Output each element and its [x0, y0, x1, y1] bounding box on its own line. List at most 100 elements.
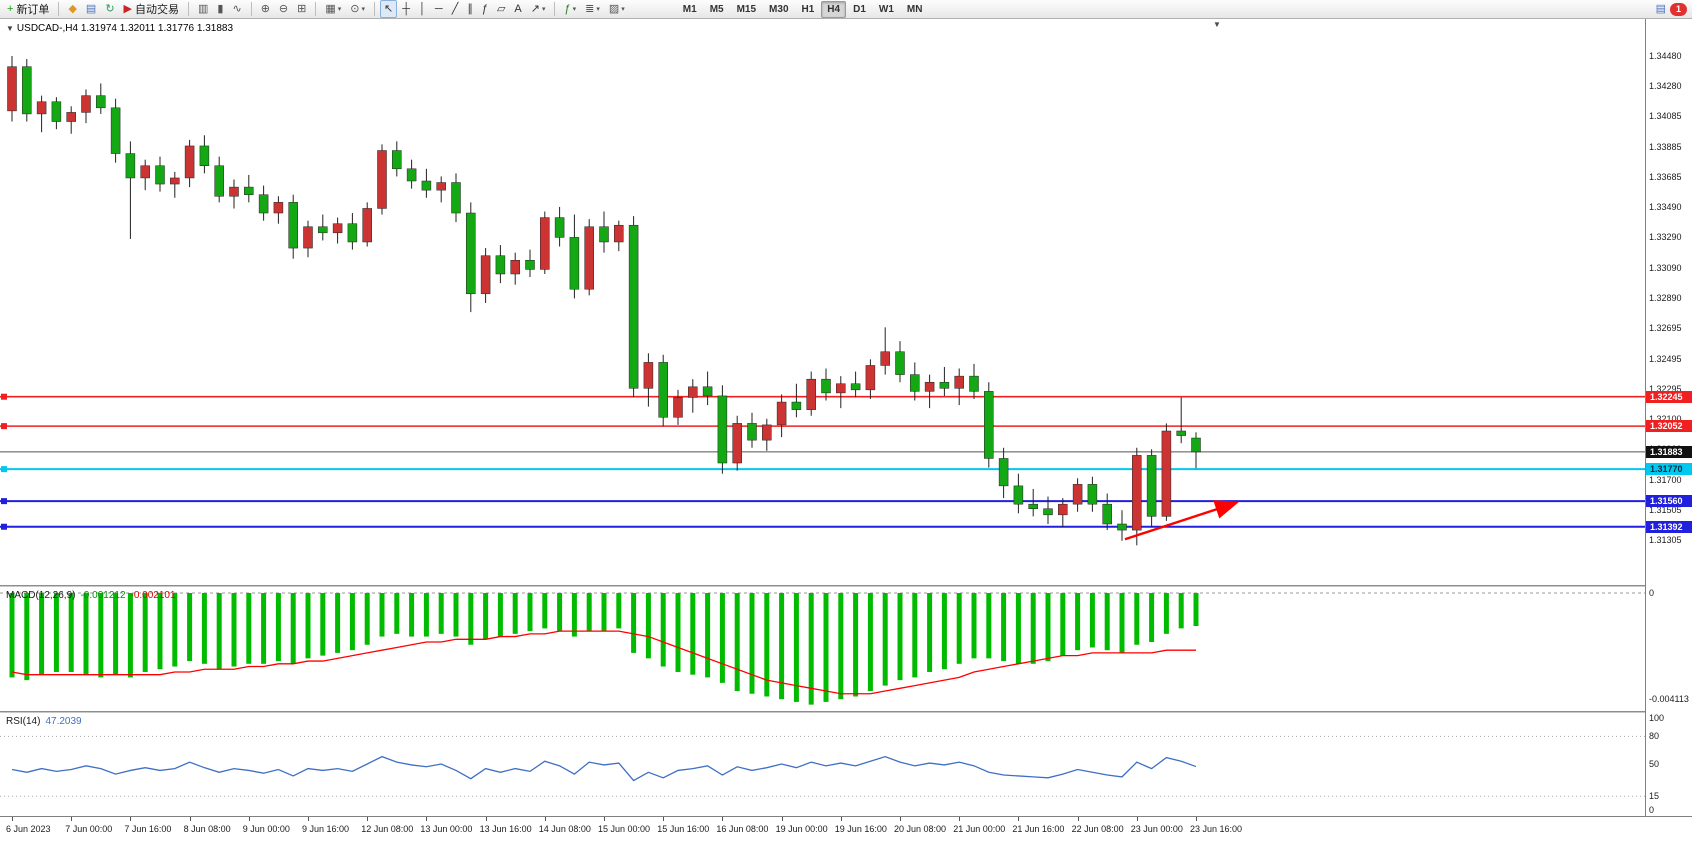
- main-chart-panel[interactable]: ▼ USDCAD-,H4 1.31974 1.32011 1.31776 1.31…: [0, 19, 1645, 585]
- auto-trading-icon: ▶: [123, 2, 132, 15]
- price-axis-label: 1.34085: [1649, 111, 1682, 122]
- candle-bull: [66, 112, 76, 122]
- cursor-tool-button[interactable]: ↖: [380, 0, 398, 18]
- macd-bar: [127, 593, 133, 678]
- price-axis[interactable]: 1.34480 1.34280 1.34085 1.33885 1.33685 1.334…: [1645, 19, 1692, 816]
- timeframe-m1-button[interactable]: M1: [682, 3, 697, 15]
- timeframe-m30-button[interactable]: M30: [769, 3, 789, 15]
- new-chart-button[interactable]: ▦ ▾: [321, 0, 345, 18]
- time-axis-label: 7 Jun 16:00: [124, 824, 172, 834]
- periods-button[interactable]: ≣ ▾: [581, 0, 604, 18]
- macd-bar: [631, 593, 637, 653]
- candle-bear: [895, 351, 905, 375]
- text-tool-button[interactable]: A: [510, 0, 525, 18]
- timeframe-w1-button[interactable]: W1: [878, 3, 894, 15]
- candle-bull: [1058, 503, 1068, 516]
- arrow-tool-button[interactable]: ↗ ▾: [527, 0, 550, 18]
- support-line-cyan-handle[interactable]: [1, 466, 7, 473]
- zoom-out-button[interactable]: ⊖: [275, 0, 292, 18]
- macd-bar: [483, 593, 489, 640]
- notification-badge[interactable]: 1: [1670, 2, 1687, 16]
- macd-bar: [867, 593, 873, 692]
- macd-bar: [1089, 593, 1095, 648]
- macd-bar: [1045, 593, 1051, 662]
- rsi-indicator-panel[interactable]: RSI(14) 47.2039: [0, 713, 1645, 816]
- support-line-blue-2-handle[interactable]: [1, 523, 7, 530]
- candle-bull: [673, 397, 683, 418]
- price-axis-label: 1.33885: [1649, 141, 1682, 152]
- profiles-button[interactable]: ⊙ ▾: [346, 0, 369, 18]
- candle-bear: [214, 165, 224, 197]
- vertical-line-tool-button[interactable]: │: [415, 0, 430, 18]
- shapes-tool-button[interactable]: ▱: [493, 0, 509, 18]
- new-order-icon: +: [7, 2, 14, 15]
- timeframe-m15-button[interactable]: M15: [736, 3, 757, 15]
- channel-tool-button[interactable]: ∥: [463, 0, 477, 18]
- market-watch-button[interactable]: ▤: [82, 0, 100, 18]
- zoom-in-button[interactable]: ⊕: [257, 0, 274, 18]
- candle-bear: [791, 401, 802, 410]
- fibonacci-tool-button[interactable]: ƒ: [478, 0, 492, 18]
- macd-bar: [468, 593, 474, 645]
- timeframe-d1-button[interactable]: D1: [853, 3, 866, 15]
- line-chart-mode-button[interactable]: ∿: [228, 0, 245, 18]
- time-tick: [722, 817, 724, 821]
- macd-bar: [601, 593, 607, 632]
- time-tick: [367, 817, 369, 821]
- mailbox-icon[interactable]: ▤: [1655, 2, 1666, 15]
- price-axis-label: 1.32890: [1649, 293, 1682, 304]
- support-line-blue-1-handle[interactable]: [1, 498, 7, 505]
- time-axis[interactable]: 6 Jun 2023 7 Jun 00:00 7 Jun 16:00 8 Jun 08…: [0, 816, 1692, 841]
- macd-indicator-panel[interactable]: MACD(12,26,9) -0.001212 -0.002101: [0, 587, 1645, 711]
- crosshair-tool-button[interactable]: ┼: [398, 0, 414, 18]
- indicators-button[interactable]: ƒ ▾: [560, 0, 580, 18]
- tile-windows-button[interactable]: ⊞: [293, 0, 310, 18]
- timeframe-h4-button[interactable]: H4: [821, 0, 847, 18]
- price-axis-label: 1.34280: [1649, 81, 1682, 92]
- macd-canvas[interactable]: [0, 587, 1645, 711]
- rsi-canvas[interactable]: [0, 713, 1645, 816]
- macd-bar: [261, 593, 267, 664]
- macd-bar: [557, 593, 563, 632]
- candle-bear: [451, 182, 461, 214]
- panel-splitter-macd[interactable]: [0, 585, 1692, 587]
- macd-bar: [453, 593, 459, 637]
- toolbar-buttons: + 新订单 ◆ ▤ ↻ ▶ 自动交易 ▥ ▮ ∿ ⊕ ⊖ ⊞ ▦ ▾ ⊙ ▾ ↖ ┼ │ ─ ╱ ∥ ƒ ▱ A ↗ ▾ ƒ ▾ ≣ ▾ ▨ ▾: [3, 0, 629, 18]
- bar-chart-mode-icon: ▥: [198, 2, 209, 15]
- trendline-tool-button[interactable]: ╱: [448, 0, 463, 18]
- resistance-line-1-handle[interactable]: [1, 393, 7, 400]
- macd-bar: [9, 593, 15, 678]
- toolbar-separator: [58, 2, 60, 16]
- charts-profile-button[interactable]: ◆: [64, 0, 80, 18]
- refresh-button[interactable]: ↻: [101, 0, 118, 18]
- candle-chart-mode-button[interactable]: ▮: [213, 0, 227, 18]
- timeframe-mn-button[interactable]: MN: [906, 3, 923, 15]
- new-order-button[interactable]: + 新订单: [3, 0, 53, 18]
- resistance-line-2-handle[interactable]: [1, 423, 7, 430]
- chart-shift-marker-icon[interactable]: ▼: [1213, 20, 1221, 29]
- candle-bear: [96, 95, 106, 109]
- horizontal-line-tool-button[interactable]: ─: [431, 0, 447, 18]
- macd-bar: [956, 593, 962, 664]
- macd-bar: [409, 593, 415, 637]
- macd-bar: [705, 593, 711, 678]
- panel-splitter-rsi[interactable]: [0, 711, 1692, 713]
- candlestick-canvas[interactable]: [0, 19, 1645, 585]
- templates-button[interactable]: ▨ ▾: [605, 0, 629, 18]
- time-tick: [189, 817, 191, 821]
- fibonacci-tool-icon: ƒ: [481, 2, 488, 15]
- candle-bull: [880, 351, 890, 366]
- bar-chart-mode-button[interactable]: ▥: [194, 0, 212, 18]
- macd-bar: [275, 593, 281, 662]
- macd-bar: [1178, 593, 1184, 629]
- timeframe-h1-button[interactable]: H1: [801, 3, 815, 15]
- timeframe-m5-button[interactable]: M5: [709, 3, 724, 15]
- macd-bar: [113, 593, 119, 675]
- rsi-axis-label: 80: [1649, 731, 1660, 742]
- candle-bear: [658, 362, 668, 418]
- time-axis-label: 15 Jun 00:00: [598, 824, 651, 834]
- auto-trading-button[interactable]: ▶ 自动交易: [120, 0, 183, 18]
- chart-dropdown-icon[interactable]: ▼: [6, 24, 14, 33]
- trend-arrow[interactable]: [1124, 500, 1240, 541]
